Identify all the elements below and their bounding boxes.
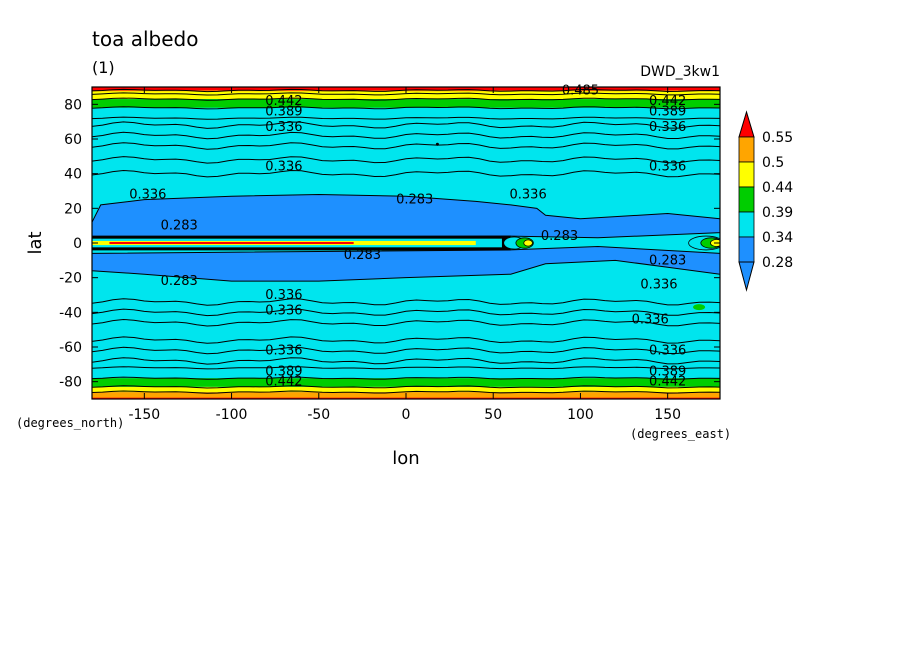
x-tick-label-4: 50 [484, 407, 502, 423]
contour-line-10 [92, 298, 720, 306]
contour-line-1 [92, 92, 720, 96]
south-green-patch [693, 304, 706, 311]
region-north-low-albedo [92, 194, 720, 238]
contour-line-18 [92, 385, 720, 389]
colorbar-segment-0 [738, 136, 755, 163]
y-tick-label-0: -80 [59, 375, 82, 391]
colorbar-segment-3 [738, 211, 755, 238]
contour-line-16 [92, 366, 720, 370]
contour-line-7 [92, 142, 720, 150]
contour-line-11 [92, 308, 720, 317]
contour-label-4: 0.442 [649, 94, 686, 109]
colorbar-label-4: 0.34 [762, 230, 793, 246]
chart-title: toa albedo [92, 27, 198, 51]
contour-label-25: 0.442 [265, 375, 302, 390]
contour-label-26: 0.442 [649, 375, 686, 390]
colorbar-label-2: 0.44 [762, 180, 793, 196]
contour-label-22: 0.336 [649, 343, 686, 358]
y-tick-label-8: 80 [64, 97, 82, 113]
y-tick-label-3: -20 [59, 271, 82, 287]
y-tick-label-7: 60 [64, 132, 82, 148]
x-tick-label-2: -50 [307, 407, 330, 423]
dataset-label: DWD_3kw1 [640, 64, 720, 80]
x-tick-label-6: 150 [654, 407, 681, 423]
contour-label-10: 0.283 [396, 193, 433, 208]
x-tick-label-5: 100 [567, 407, 594, 423]
y-axis-units: (degrees_north) [16, 416, 124, 430]
x-tick-label-0: -150 [128, 407, 160, 423]
contour-line-6 [92, 131, 720, 140]
x-tick-label-1: -100 [216, 407, 248, 423]
colorbar-label-3: 0.39 [762, 205, 793, 221]
equator-red-core [109, 241, 354, 245]
contour-label-16: 0.283 [161, 274, 198, 289]
y-axis-label: lat [25, 231, 46, 254]
colorbar-arrow-top [738, 110, 755, 138]
contour-line-15 [92, 357, 720, 365]
contour-tropics-1 [92, 245, 720, 282]
colorbar-segment-4 [738, 236, 755, 263]
chart-subtitle: (1) [92, 58, 115, 77]
band-4 [92, 107, 720, 119]
contour-label-11: 0.336 [510, 187, 547, 202]
contour-line-14 [92, 346, 720, 355]
colorbar-segment-1 [738, 161, 755, 188]
contour-line-19 [92, 390, 720, 394]
contour-label-19: 0.336 [265, 304, 302, 319]
contour-label-18: 0.336 [265, 288, 302, 303]
contour-label-9: 0.336 [129, 187, 166, 202]
x-axis-units: (degrees_east) [630, 427, 731, 441]
contour-label-13: 0.283 [541, 229, 578, 244]
contour-label-7: 0.336 [265, 160, 302, 175]
contour-line-13 [92, 336, 720, 344]
contour-label-17: 0.336 [640, 278, 677, 293]
band-10 [92, 367, 720, 379]
band-12 [92, 386, 720, 393]
east-ellipse-2 [523, 239, 533, 247]
x-axis-label: lon [392, 448, 419, 469]
colorbar-segment-2 [738, 186, 755, 213]
contour-line-2 [92, 97, 720, 101]
y-tick-label-1: -60 [59, 340, 82, 356]
contour-label-3: 0.336 [265, 120, 302, 135]
colorbar-arrow-bottom [738, 261, 755, 292]
contour-label-5: 0.389 [649, 104, 686, 119]
colorbar: 0.55 0.5 0.44 0.39 0.34 0.28 [738, 110, 793, 292]
y-tick-label-5: 20 [64, 201, 82, 217]
contour-line-12 [92, 318, 720, 327]
contour-line-8 [92, 156, 720, 164]
y-tick-label-6: 40 [64, 167, 82, 183]
contour-tropics-0 [92, 193, 720, 239]
contour-label-23: 0.389 [265, 364, 302, 379]
contour-label-21: 0.336 [265, 343, 302, 358]
contour-label-2: 0.389 [265, 104, 302, 119]
colorbar-label-1: 0.5 [762, 155, 784, 171]
contour-line-3 [92, 106, 720, 110]
band-2 [92, 93, 720, 100]
contour-label-20: 0.336 [632, 312, 669, 327]
contour-label-12: 0.283 [161, 219, 198, 234]
y-tick-label-4: 0 [73, 236, 82, 252]
contour-label-6: 0.336 [649, 120, 686, 135]
contour-label-8: 0.336 [649, 160, 686, 175]
contour-line-5 [92, 121, 720, 129]
band-11 [92, 378, 720, 387]
y-tick-label-2: -40 [59, 305, 82, 321]
band-3 [92, 99, 720, 108]
contour-label-1: 0.442 [265, 94, 302, 109]
contour-line-9 [92, 169, 720, 178]
contour-label-14: 0.283 [344, 248, 381, 263]
contour-label-15: 0.283 [649, 253, 686, 268]
band-9 [92, 329, 720, 368]
contour-line-4 [92, 116, 720, 120]
contour-field [92, 87, 720, 399]
colorbar-label-0: 0.55 [762, 130, 793, 146]
colorbar-label-5: 0.28 [762, 255, 793, 271]
contour-label-24: 0.389 [649, 364, 686, 379]
x-tick-label-3: 0 [402, 407, 411, 423]
contour-line-17 [92, 376, 720, 380]
region-south-low-albedo [92, 246, 720, 282]
